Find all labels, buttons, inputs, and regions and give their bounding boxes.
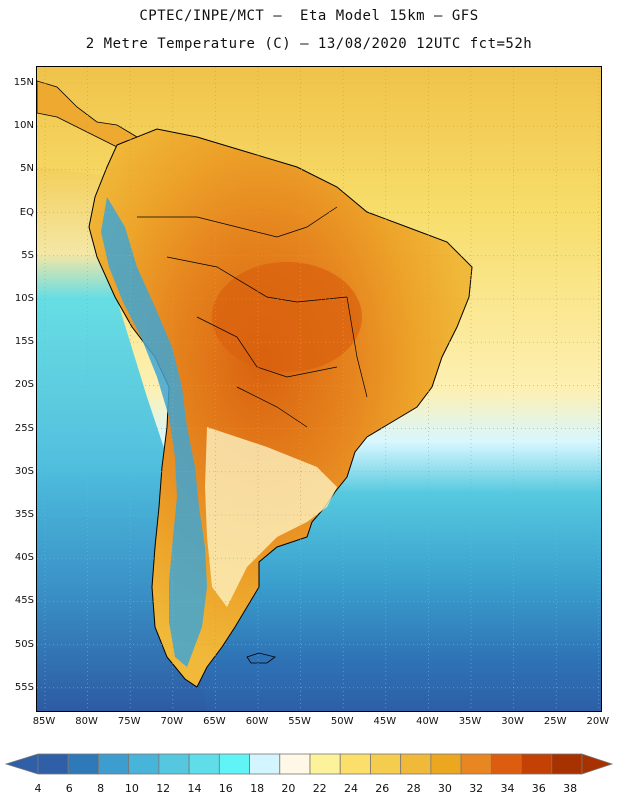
map-panel[interactable] bbox=[36, 66, 602, 712]
colorbar-tick-label: 28 bbox=[406, 782, 421, 795]
hot-core bbox=[212, 262, 362, 372]
falkland-islands bbox=[246, 652, 276, 664]
lat-tick-label: 25S bbox=[14, 422, 34, 434]
colorbar-segment bbox=[551, 753, 583, 775]
colorbar-tick-label: 8 bbox=[97, 782, 105, 795]
lon-tick-label: 30W bbox=[501, 716, 524, 727]
colorbar-segment bbox=[158, 753, 190, 775]
colorbar-tick-label: 34 bbox=[500, 782, 515, 795]
andes-cold-band bbox=[101, 197, 207, 667]
lon-tick-label: 60W bbox=[245, 716, 269, 727]
lat-tick-label: 5N bbox=[20, 163, 34, 175]
colorbar-tick-label: 36 bbox=[531, 782, 546, 795]
colorbar-segment bbox=[279, 753, 311, 775]
lat-tick-label: 10S bbox=[14, 293, 34, 304]
colorbar-segment bbox=[370, 753, 402, 775]
colorbar-tick-label: 20 bbox=[281, 782, 296, 795]
colorbar-segment bbox=[521, 753, 553, 775]
colorbar-segment bbox=[188, 753, 220, 775]
colorbar-segment bbox=[460, 753, 492, 775]
lon-tick-label: 70W bbox=[160, 716, 184, 727]
colorbar-right-arrow bbox=[581, 753, 614, 775]
temperature-map bbox=[37, 67, 601, 711]
colorbar-segment bbox=[98, 753, 130, 775]
lat-tick-label: 20S bbox=[14, 379, 34, 391]
lon-tick-label: 20W bbox=[586, 716, 610, 727]
colorbar-left-arrow bbox=[4, 753, 39, 775]
colorbar-segment bbox=[37, 753, 69, 775]
lat-tick-label: 50S bbox=[14, 638, 34, 650]
colorbar-segment bbox=[490, 753, 522, 775]
lon-tick-label: 50W bbox=[330, 716, 354, 727]
colorbar bbox=[4, 753, 614, 775]
colorbar-segment bbox=[430, 753, 462, 775]
lat-tick-label: 55S bbox=[14, 681, 34, 693]
lat-tick-label: 45S bbox=[14, 595, 34, 607]
colorbar-tick-label: 14 bbox=[187, 782, 202, 795]
lon-tick-label: 40W bbox=[416, 716, 439, 727]
colorbar-segment bbox=[128, 753, 160, 775]
colorbar-tick-label: 6 bbox=[65, 782, 73, 795]
lon-tick-label: 85W bbox=[32, 716, 56, 727]
colorbar-tick-label: 22 bbox=[312, 782, 327, 795]
lat-tick-label: 10N bbox=[13, 120, 34, 132]
lon-tick-label: 75W bbox=[117, 716, 141, 727]
lat-tick-label: 15S bbox=[14, 336, 34, 348]
lon-tick-label: 65W bbox=[203, 716, 226, 727]
colorbar-tick-label: 24 bbox=[344, 782, 358, 795]
colorbar-segment bbox=[339, 753, 371, 775]
colorbar-segment bbox=[309, 753, 341, 775]
colorbar-tick-label: 12 bbox=[156, 782, 171, 795]
lon-tick-label: 35W bbox=[458, 716, 482, 727]
lon-tick-label: 25W bbox=[543, 716, 567, 727]
lat-tick-label: 5S bbox=[21, 249, 34, 261]
lon-tick-label: 55W bbox=[288, 716, 311, 727]
colorbar-segment bbox=[400, 753, 432, 775]
lon-tick-label: 80W bbox=[75, 716, 98, 727]
colorbar-tick-label: 32 bbox=[469, 782, 484, 795]
colorbar-segment bbox=[67, 753, 99, 775]
country-borders bbox=[137, 206, 368, 428]
lon-tick-label: 45W bbox=[373, 716, 397, 727]
lat-tick-label: 30S bbox=[14, 465, 34, 477]
lat-tick-label: EQ bbox=[19, 206, 34, 218]
colorbar-tick-label: 10 bbox=[124, 782, 139, 795]
colorbar-segment bbox=[249, 753, 281, 775]
chart-title: CPTEC/INPE/MCT – Eta Model 15km – GFS bbox=[139, 8, 479, 24]
colorbar-tick-label: 26 bbox=[375, 782, 390, 795]
colorbar-tick-label: 16 bbox=[218, 782, 233, 795]
colorbar-tick-label: 4 bbox=[34, 782, 42, 795]
colorbar-tick-label: 18 bbox=[250, 782, 265, 795]
lat-tick-label: 15N bbox=[13, 77, 34, 88]
lat-tick-label: 40S bbox=[14, 552, 34, 564]
chart-subtitle: 2 Metre Temperature (C) – 13/08/2020 12U… bbox=[85, 36, 533, 52]
colorbar-tick-label: 38 bbox=[563, 782, 578, 795]
lat-tick-label: 35S bbox=[14, 509, 34, 520]
colorbar-segment bbox=[218, 753, 250, 775]
colorbar-tick-label: 30 bbox=[437, 782, 452, 795]
